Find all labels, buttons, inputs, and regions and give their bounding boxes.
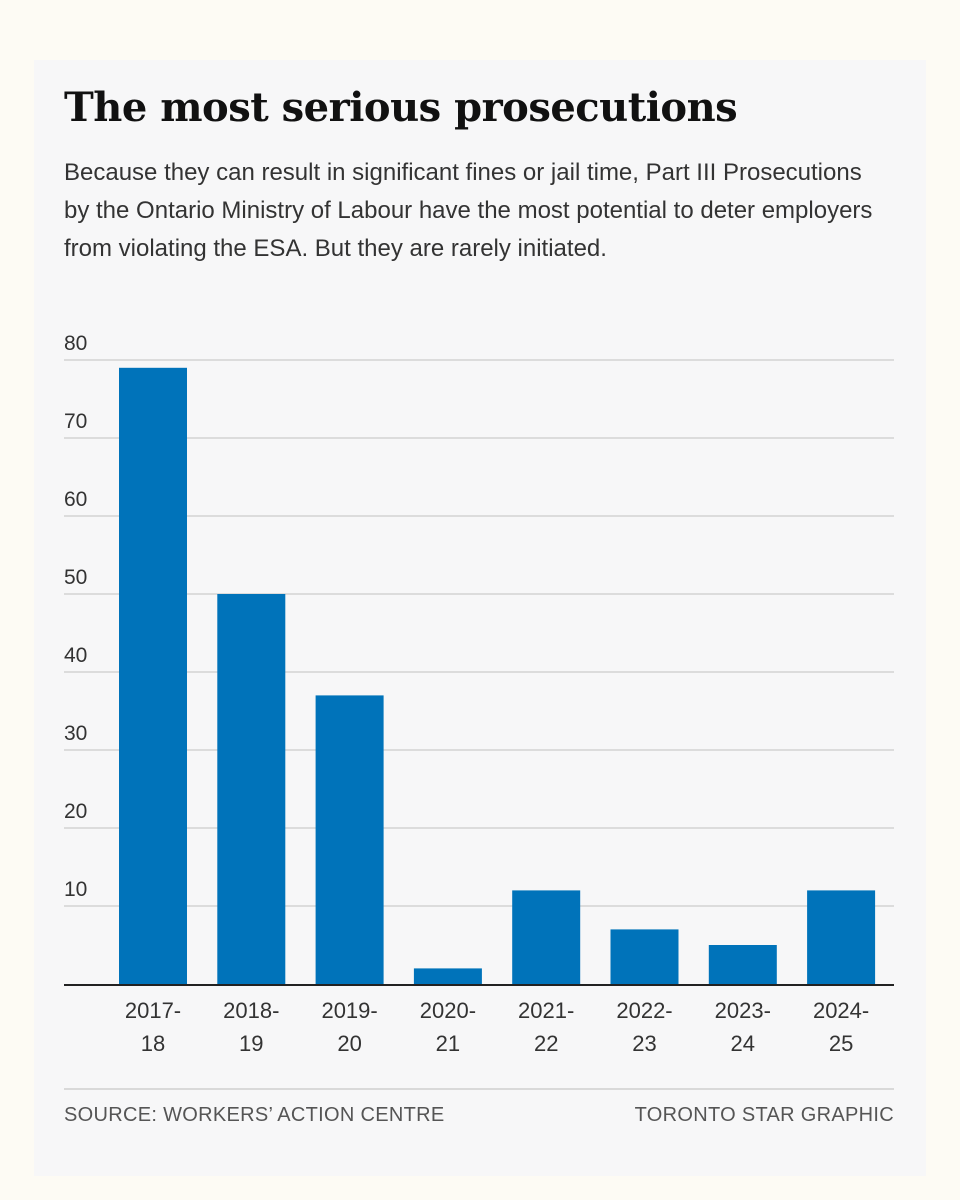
x-label-2020-21-line1: 2020- xyxy=(420,998,476,1023)
x-label-2024-25-line1: 2024- xyxy=(813,998,869,1023)
x-label-2018-19-line1: 2018- xyxy=(223,998,279,1023)
y-tick-label-10: 10 xyxy=(64,878,87,901)
bar-2019-20 xyxy=(315,695,384,984)
chart-subtitle: Because they can result in significant f… xyxy=(64,159,873,262)
x-label-2019-20-line1: 2019- xyxy=(321,998,377,1023)
x-label-2024-25-line2: 25 xyxy=(829,1031,853,1056)
x-label-2021-22-line2: 22 xyxy=(534,1031,558,1056)
x-label-2023-24-line2: 24 xyxy=(731,1031,755,1056)
y-tick-label-70: 70 xyxy=(64,410,87,433)
bar-2023-24 xyxy=(708,945,777,984)
bar-2020-21 xyxy=(413,968,482,984)
chart-card: The most serious prosecutions Because th… xyxy=(34,60,926,1176)
chart-title: The most serious prosecutions xyxy=(64,84,738,131)
footer-divider xyxy=(64,1088,894,1090)
y-tick-label-50: 50 xyxy=(64,566,87,589)
graphic-credit: TORONTO STAR GRAPHIC xyxy=(634,1104,894,1126)
bar-2021-22 xyxy=(512,890,581,984)
gridlines xyxy=(64,359,894,907)
source-note: SOURCE: WORKERS’ ACTION CENTRE xyxy=(64,1104,445,1126)
y-tick-label-20: 20 xyxy=(64,800,87,823)
y-tick-label-80: 80 xyxy=(64,332,87,355)
x-label-2017-18-line2: 18 xyxy=(141,1031,165,1056)
x-label-2018-19-line2: 19 xyxy=(239,1031,263,1056)
x-label-2021-22-line1: 2021- xyxy=(518,998,574,1023)
y-tick-label-60: 60 xyxy=(64,488,87,511)
bar-2017-18 xyxy=(119,367,187,984)
x-label-2022-23-line1: 2022- xyxy=(616,998,672,1023)
y-tick-label-30: 30 xyxy=(64,722,87,745)
x-label-2023-24-line1: 2023- xyxy=(715,998,771,1023)
bar-2018-19 xyxy=(217,594,286,984)
x-axis-labels: 2017- 18 2018- 19 2019- 20 2020- 21 2021- 22 2022-… xyxy=(125,998,869,1056)
y-tick-label-40: 40 xyxy=(64,644,87,667)
bars xyxy=(119,367,876,984)
bar-2024-25 xyxy=(807,890,876,984)
x-label-2022-23-line2: 23 xyxy=(632,1031,656,1056)
x-label-2019-20-line2: 20 xyxy=(337,1031,361,1056)
x-label-2017-18-line1: 2017- xyxy=(125,998,181,1023)
bar-2022-23 xyxy=(610,929,679,984)
y-axis-ticks: 10 20 30 40 50 60 70 80 xyxy=(64,332,87,901)
x-label-2020-21-line2: 21 xyxy=(436,1031,460,1056)
